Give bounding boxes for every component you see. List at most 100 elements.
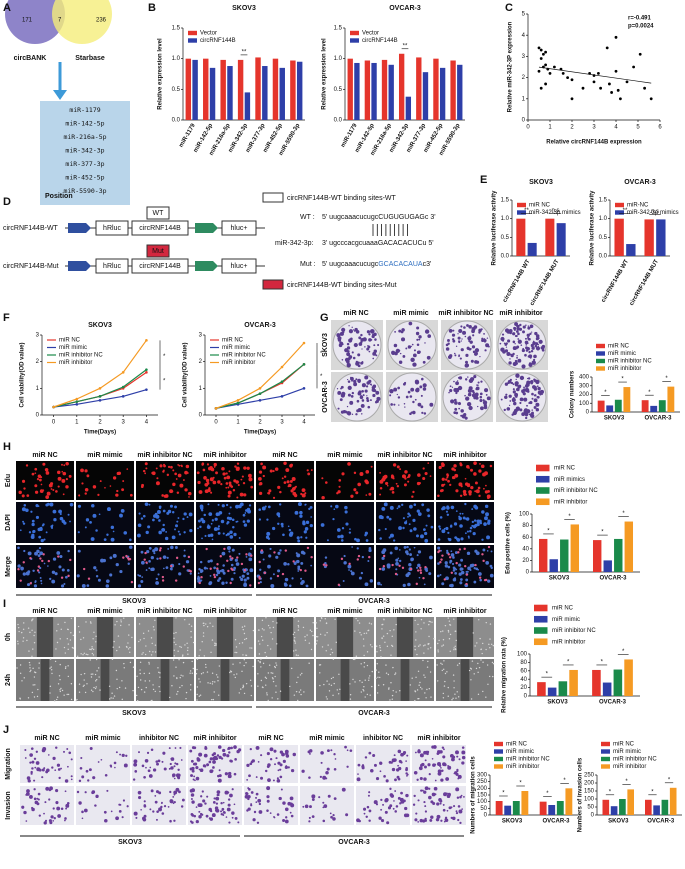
cell — [255, 801, 258, 803]
cell — [304, 492, 307, 495]
cell — [177, 690, 179, 693]
cell — [295, 649, 297, 651]
bar — [209, 67, 216, 120]
cell — [120, 621, 122, 623]
cell — [249, 747, 252, 751]
cell — [29, 753, 33, 757]
column-label: miR mimic — [309, 735, 345, 742]
cell — [206, 763, 210, 767]
cell — [513, 408, 518, 413]
cell — [433, 786, 438, 791]
panel-label: A — [3, 2, 11, 14]
cell — [139, 672, 141, 675]
cell — [172, 795, 175, 798]
cell — [472, 531, 476, 536]
annotation: * — [601, 660, 604, 666]
cell — [442, 644, 445, 646]
cell — [250, 694, 253, 697]
cell — [260, 658, 262, 660]
cell — [423, 412, 427, 415]
cell — [471, 326, 476, 331]
cell — [166, 473, 170, 477]
cell — [441, 507, 445, 511]
cell — [443, 820, 446, 823]
cell — [216, 793, 219, 797]
cell — [484, 578, 488, 582]
cell — [423, 674, 425, 676]
cell — [442, 803, 445, 806]
cell — [320, 616, 323, 619]
cell — [330, 677, 333, 680]
annotation: ** — [403, 43, 408, 49]
cell — [479, 392, 483, 396]
cell — [376, 645, 378, 647]
cell — [51, 524, 54, 527]
cell — [173, 637, 175, 640]
cell — [177, 473, 182, 478]
cell — [260, 754, 263, 757]
cell — [278, 796, 282, 801]
y-axis-label: Numbers of migration cells — [471, 756, 477, 834]
box-label: hRluc — [103, 263, 121, 270]
cell — [417, 512, 422, 517]
cell — [214, 681, 216, 683]
scratch — [216, 617, 234, 657]
cell — [277, 522, 280, 525]
point — [280, 395, 284, 398]
cell — [21, 507, 26, 512]
bar — [570, 524, 580, 572]
cell — [361, 681, 363, 684]
cell — [66, 569, 70, 572]
cell — [302, 805, 305, 808]
cell — [152, 518, 155, 522]
bar — [354, 62, 360, 120]
cell — [189, 689, 192, 691]
cell — [265, 677, 268, 680]
cell — [249, 568, 254, 573]
cell — [233, 572, 236, 575]
group-label: SKOV3 — [122, 598, 146, 605]
cell — [84, 469, 88, 473]
cell — [525, 344, 528, 346]
cell — [367, 560, 370, 563]
cell — [368, 548, 372, 553]
y-tick-label: 20 — [520, 685, 527, 691]
annotation: r=-0.491 — [628, 16, 652, 22]
cell — [44, 468, 49, 472]
cell — [36, 549, 40, 554]
cell — [33, 671, 36, 673]
cell — [472, 391, 475, 394]
cell — [208, 512, 213, 516]
bar — [626, 244, 636, 256]
cell — [69, 558, 72, 562]
cell — [349, 528, 351, 530]
cell — [110, 525, 115, 530]
cell — [260, 679, 263, 682]
cell — [246, 466, 250, 470]
cell — [279, 490, 282, 494]
cell — [338, 479, 342, 482]
cell — [174, 505, 177, 509]
cell — [382, 684, 385, 686]
cell — [232, 525, 235, 529]
venn-set: Starbase — [75, 55, 105, 62]
cell — [294, 510, 299, 515]
cell — [525, 324, 527, 326]
cell — [308, 776, 311, 779]
cell — [351, 391, 355, 395]
cell — [201, 790, 204, 793]
cell — [458, 482, 463, 487]
cell — [340, 534, 344, 539]
cell — [234, 651, 236, 654]
y-tick-label: 0 — [484, 813, 488, 819]
cell — [445, 777, 450, 781]
cell — [34, 631, 36, 633]
cell — [453, 805, 456, 808]
chart-title: OVCAR-3 — [624, 179, 656, 186]
cell — [274, 665, 276, 668]
cell — [475, 360, 480, 364]
cell — [63, 694, 65, 696]
cell — [227, 774, 232, 779]
cell — [467, 535, 470, 538]
cell — [426, 355, 431, 360]
